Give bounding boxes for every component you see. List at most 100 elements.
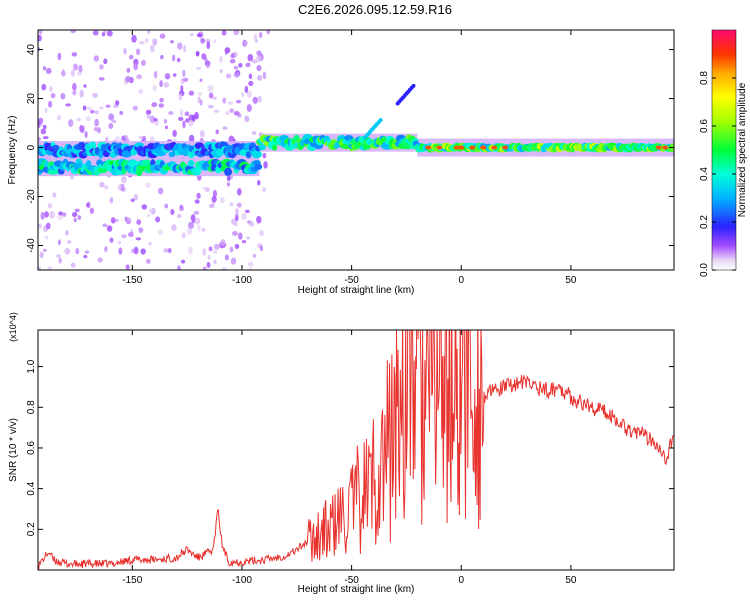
colorbar: 0.0 0.2 0.4 0.6 0.8 Normalized spectral ampl… (699, 29, 748, 277)
speckle (248, 221, 255, 227)
band-cell (97, 167, 108, 174)
speckle (106, 30, 113, 37)
speckle (121, 176, 127, 184)
speckle (69, 175, 75, 180)
speckle (256, 64, 262, 72)
speckle (77, 215, 82, 220)
snr-x-label: Height of straight line (km) (298, 584, 415, 595)
hot-spot (425, 145, 432, 150)
band-cell (98, 150, 104, 159)
speckle (188, 246, 193, 255)
speckle (235, 71, 240, 78)
speckle (180, 259, 186, 264)
speckle (104, 245, 108, 253)
feature-cell (411, 83, 416, 88)
speckle (159, 80, 163, 88)
speckle (229, 108, 235, 113)
speckle (252, 253, 257, 258)
speckle (109, 237, 114, 243)
speckle (257, 95, 262, 103)
band-cell (254, 163, 263, 170)
speckle (205, 38, 211, 43)
speckle (145, 182, 151, 189)
speckle (115, 100, 120, 106)
speckle (45, 222, 51, 230)
speckle (199, 129, 205, 138)
band-cell (272, 144, 278, 151)
speckle (196, 33, 203, 38)
speckle (52, 192, 57, 198)
speckle (212, 189, 217, 198)
y-tick-label: -40 (26, 238, 37, 253)
colorbar-gradient (711, 29, 737, 271)
speckle (84, 250, 90, 254)
colorbar-tick-label: 0.6 (699, 119, 710, 133)
speckle (167, 247, 172, 254)
band-cell (195, 168, 201, 174)
speckle (263, 160, 268, 169)
snr-y-label: SNR (10 * v/v) (8, 418, 19, 482)
speckle (226, 174, 231, 182)
spectrogram-heat-layer (38, 30, 674, 270)
speckle (229, 58, 236, 64)
speckle (125, 75, 131, 83)
speckle (85, 116, 91, 122)
speckle (56, 254, 61, 258)
speckle (140, 248, 146, 255)
snr-multiplier: (x10^4) (8, 312, 18, 342)
band-cell (47, 168, 59, 175)
speckle (164, 73, 171, 80)
speckle (190, 214, 196, 222)
speckle (172, 129, 177, 138)
speckle (220, 196, 225, 204)
speckle (67, 240, 72, 244)
speckle (57, 239, 61, 246)
speckle (145, 258, 151, 264)
speckle (83, 84, 87, 88)
speckle (84, 131, 88, 138)
speckle (257, 74, 263, 81)
speckle (244, 85, 249, 94)
speckle (89, 207, 94, 214)
speckle (60, 70, 66, 77)
hot-spot (491, 145, 498, 150)
speckle (259, 230, 264, 237)
speckle (238, 232, 243, 240)
speckle (49, 210, 55, 219)
speckle (118, 247, 123, 255)
speckle (38, 137, 41, 141)
speckle (266, 30, 271, 35)
speckle (94, 110, 99, 115)
speckle (222, 126, 228, 130)
speckle (190, 33, 194, 37)
speckle (199, 78, 203, 83)
speckle (152, 84, 157, 92)
band-cell (89, 141, 97, 150)
speckle (38, 30, 43, 35)
speckle (227, 101, 234, 105)
speckle (141, 204, 148, 210)
speckle (235, 208, 239, 216)
speckle (117, 240, 122, 245)
speckle (188, 119, 194, 127)
speckle (77, 72, 82, 76)
speckle (259, 245, 263, 251)
speckle (60, 92, 66, 100)
speckle (138, 227, 144, 233)
speckle (93, 55, 100, 62)
hot-spot (502, 145, 509, 150)
speckle (252, 96, 258, 104)
y-tick-label: 0.8 (26, 400, 37, 414)
speckle (42, 136, 49, 140)
speckle (220, 239, 226, 247)
speckle (127, 232, 134, 238)
speckle (111, 119, 117, 124)
speckle (184, 111, 190, 117)
speckle (182, 69, 186, 78)
speckle (110, 217, 116, 224)
speckle (251, 59, 258, 64)
speckle (163, 82, 170, 88)
speckle (225, 111, 230, 116)
speckle (50, 93, 56, 99)
